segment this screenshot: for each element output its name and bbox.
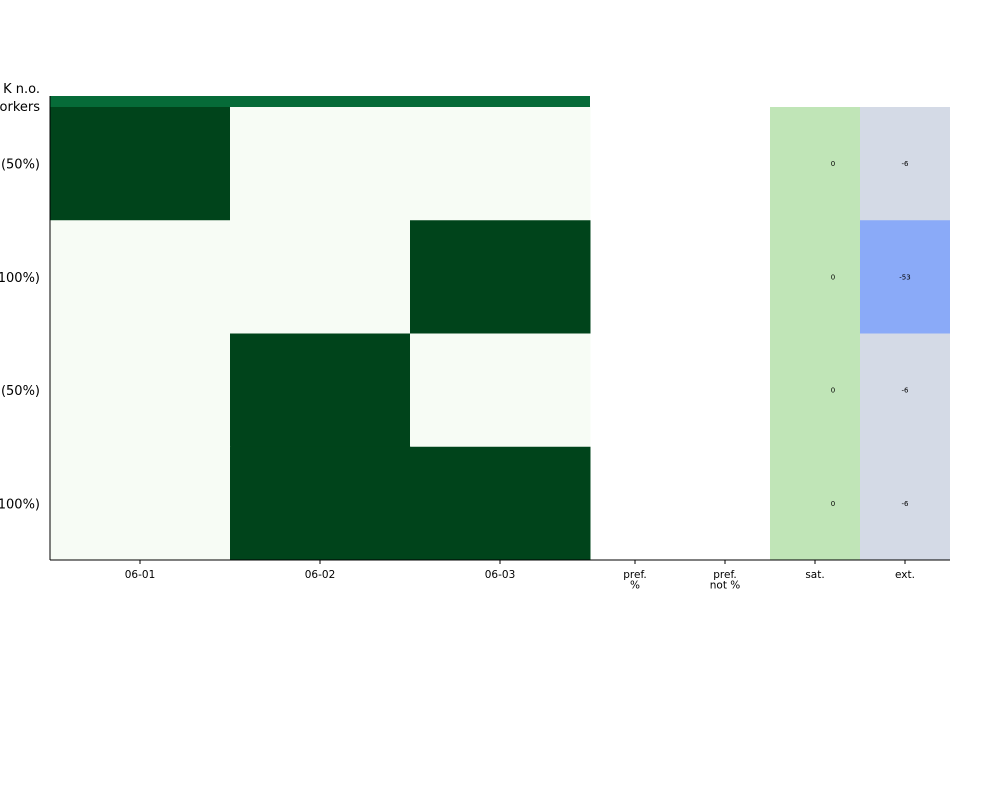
heatmap-cell bbox=[50, 220, 231, 334]
x-tick-label: sat. bbox=[805, 569, 824, 581]
x-tick-label: pref. bbox=[713, 569, 736, 581]
heatmap-cell bbox=[50, 446, 231, 561]
heatmap-cell bbox=[230, 107, 411, 221]
x-tick-label: 06-01 bbox=[125, 569, 156, 581]
ext-cell bbox=[860, 107, 950, 221]
heatmap-cell bbox=[410, 107, 591, 221]
heatmap-cell bbox=[230, 220, 411, 334]
header-row-label: orkers bbox=[0, 100, 40, 115]
ext-cell bbox=[860, 333, 950, 448]
ext-value: -6 bbox=[902, 500, 910, 508]
ext-cell bbox=[860, 220, 950, 334]
sat-cell bbox=[770, 220, 860, 334]
ext-value: -53 bbox=[899, 273, 910, 281]
x-tick-label: pref. bbox=[623, 569, 646, 581]
row-label: (50%) bbox=[1, 384, 40, 399]
ext-value: -6 bbox=[902, 160, 910, 168]
row-label: 100%) bbox=[0, 497, 40, 512]
sat-cell bbox=[770, 107, 860, 221]
x-tick-label: not % bbox=[710, 580, 741, 592]
sat-cell bbox=[770, 333, 860, 448]
heatmap-cell bbox=[230, 446, 411, 561]
header-row-label: K n.o. bbox=[3, 82, 40, 97]
x-tick-label: ext. bbox=[895, 569, 915, 581]
ext-cell bbox=[860, 446, 950, 561]
heatmap-cell bbox=[230, 333, 411, 448]
header-row-band bbox=[50, 96, 590, 107]
heatmap-cell bbox=[410, 220, 591, 334]
row-label: (50%) bbox=[1, 158, 40, 173]
x-tick-label: 06-02 bbox=[305, 569, 336, 581]
heatmap-cell bbox=[50, 107, 231, 221]
row-label: 100%) bbox=[0, 271, 40, 286]
heatmap-cell bbox=[50, 333, 231, 448]
x-tick-label: % bbox=[630, 580, 640, 592]
sat-value: 0 bbox=[831, 500, 835, 508]
heatmap-cell bbox=[410, 333, 591, 448]
ext-value: -6 bbox=[902, 387, 910, 395]
sat-cell bbox=[770, 446, 860, 561]
heatmap-cell bbox=[410, 446, 591, 561]
sat-value: 0 bbox=[831, 273, 835, 281]
x-tick-label: 06-03 bbox=[485, 569, 516, 581]
sat-value: 0 bbox=[831, 387, 835, 395]
sat-value: 0 bbox=[831, 160, 835, 168]
